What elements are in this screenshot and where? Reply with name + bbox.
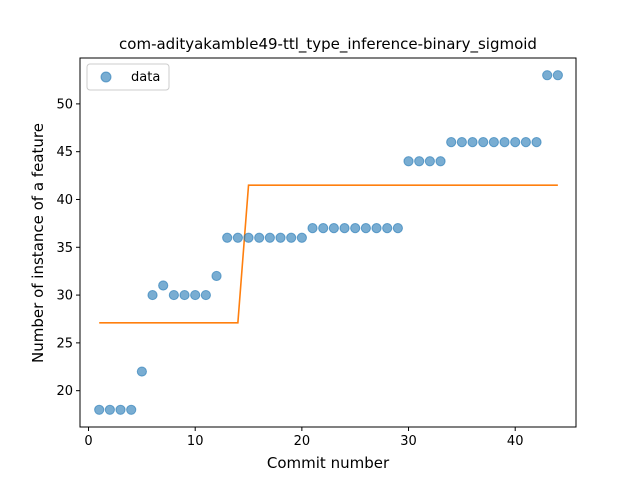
data-point <box>307 223 318 234</box>
x-tick-label: 10 <box>187 434 204 449</box>
y-tick-label: 50 <box>56 97 73 112</box>
data-point <box>467 137 478 148</box>
data-points-layer <box>94 70 563 415</box>
data-point <box>126 404 137 415</box>
y-tick-label: 25 <box>56 336 73 351</box>
x-tick-label: 30 <box>400 434 417 449</box>
data-point <box>414 156 425 167</box>
data-point <box>424 156 435 167</box>
x-tick-label: 40 <box>507 434 524 449</box>
data-point <box>371 223 382 234</box>
x-ticks: 0 10 20 30 40 <box>84 427 523 449</box>
data-point <box>520 137 531 148</box>
y-ticks: 20 25 30 35 40 45 50 <box>56 97 80 399</box>
data-point <box>488 137 499 148</box>
data-point <box>147 289 158 301</box>
data-point <box>435 156 446 167</box>
data-point <box>179 289 190 301</box>
data-point <box>264 232 275 243</box>
data-point <box>168 289 179 301</box>
y-tick-label: 45 <box>56 145 73 160</box>
x-tick-label: 0 <box>84 434 92 449</box>
data-point <box>200 289 211 301</box>
data-point <box>232 232 243 243</box>
fit-line-layer <box>99 184 558 324</box>
fit-line <box>99 184 558 324</box>
data-point <box>446 137 457 148</box>
x-tick-label: 20 <box>294 434 311 449</box>
data-point <box>275 232 286 243</box>
plot-frame <box>79 57 577 428</box>
data-point <box>104 404 115 415</box>
data-point <box>136 366 147 377</box>
data-point <box>499 137 510 148</box>
data-point <box>531 137 542 148</box>
data-point <box>360 223 371 234</box>
data-point <box>94 404 105 415</box>
data-point <box>552 70 563 81</box>
data-point <box>382 223 393 234</box>
data-point <box>243 232 254 243</box>
legend-box <box>86 63 170 91</box>
data-point <box>542 70 553 81</box>
data-point <box>115 404 126 415</box>
plot-background <box>80 58 576 427</box>
data-point <box>296 232 307 243</box>
legend-marker-data <box>100 71 112 83</box>
data-point <box>211 270 222 282</box>
data-point <box>286 232 297 243</box>
data-point <box>158 280 169 291</box>
y-tick-label: 30 <box>56 289 73 304</box>
data-point <box>328 223 339 234</box>
data-point <box>254 232 265 243</box>
data-point <box>318 223 329 234</box>
data-point <box>456 137 467 148</box>
x-axis-label: Commit number <box>267 454 390 472</box>
y-axis-label: Number of instance of a feature <box>29 123 47 363</box>
data-point <box>403 156 414 167</box>
data-point <box>339 223 350 234</box>
y-tick-label: 35 <box>56 241 73 256</box>
chart-title: com-adityakamble49-ttl_type_inference-bi… <box>119 35 537 54</box>
data-point <box>222 232 233 243</box>
data-point <box>510 137 521 148</box>
data-point <box>478 137 489 148</box>
legend: data <box>86 63 170 91</box>
data-point <box>350 223 361 234</box>
y-tick-label: 40 <box>56 193 73 208</box>
data-point <box>190 289 201 301</box>
legend-label-data: data <box>131 70 160 85</box>
y-tick-label: 20 <box>56 384 73 399</box>
data-point <box>392 223 403 234</box>
